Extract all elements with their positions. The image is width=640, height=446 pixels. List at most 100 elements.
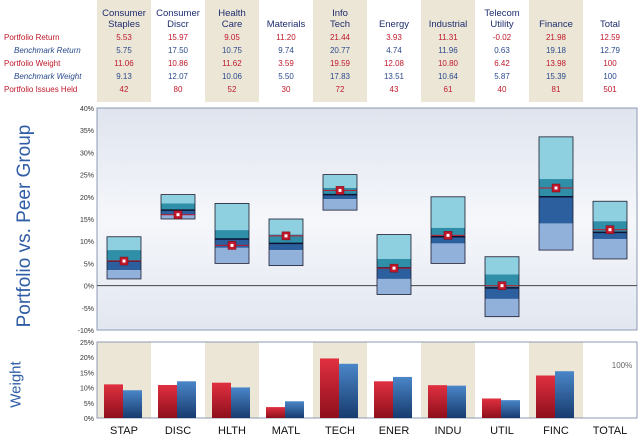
category-label: STAP [110, 425, 138, 437]
table-cell: -0.02 [492, 33, 512, 42]
column-header-line: Info [332, 8, 348, 19]
column-stripe [313, 0, 367, 102]
table-cell: 11.62 [222, 59, 242, 68]
row-label: Portfolio Return [4, 33, 60, 42]
portfolio-weight-bar [158, 384, 177, 418]
table-cell: 61 [443, 85, 453, 94]
box-outline [268, 218, 304, 267]
table-cell: 10.75 [221, 46, 243, 55]
box-top-quartile [485, 256, 519, 275]
table-cell: 12.08 [383, 59, 405, 68]
table-cell: 6.42 [494, 59, 510, 68]
column-header: Finance [529, 2, 583, 30]
box-outline [430, 196, 466, 264]
portfolio-return-marker-dot [122, 259, 126, 263]
weight-y-tick-label: 20% [80, 355, 94, 362]
portfolio-weight-bar [374, 381, 393, 418]
weight-y-tick-label: 0% [84, 416, 94, 423]
portfolio-weight-bar [320, 358, 339, 418]
table-cell: 11.20 [276, 33, 296, 42]
column-header-line: Finance [539, 19, 573, 30]
portfolio-return-marker-dot [554, 186, 558, 190]
portfolio-weight-bar [536, 375, 555, 418]
weight-plot-area [96, 341, 638, 419]
table-cell: 11.06 [114, 59, 134, 68]
box-lower-mid [377, 267, 411, 279]
table-cell: 43 [389, 85, 399, 94]
table-cell: 80 [173, 85, 183, 94]
column-header: Info Tech [313, 2, 367, 30]
table-cell: 10.06 [221, 72, 243, 81]
row-label: Portfolio Issues Held [4, 85, 78, 94]
column-header-line: Health [218, 8, 246, 19]
table-cell: 5.53 [116, 33, 132, 42]
column-header: Total [583, 2, 637, 30]
benchmark-weight-bar [177, 381, 196, 418]
category-label: DISC [165, 425, 191, 437]
box-y-tick-label: 40% [80, 106, 94, 113]
portfolio-return-marker-dot [338, 188, 342, 192]
table-cell: 10.64 [437, 72, 459, 81]
weight-y-tick-label: 15% [80, 370, 94, 377]
portfolio-return-marker-dot [446, 233, 450, 237]
benchmark-weight-bar [555, 371, 574, 418]
box-outline [214, 203, 250, 264]
benchmark-weight-bar [447, 385, 466, 418]
box-top-quartile [539, 136, 573, 180]
table-cell: 5.87 [494, 72, 510, 81]
column-stripe [205, 0, 259, 102]
table-cell: 5.50 [278, 72, 294, 81]
box-y-tick-label: 25% [80, 173, 94, 180]
box-y-tick-label: 20% [80, 195, 94, 202]
column-header-line: Tech [329, 19, 351, 30]
table-cell: 13.98 [545, 59, 567, 68]
summary-table: Consumer Staples Consumer Discr Health Care M… [0, 0, 640, 102]
row-label: Portfolio Weight [4, 59, 61, 68]
table-cell: 10.80 [437, 59, 459, 68]
total-weight-annotation: 100% [612, 361, 632, 370]
table-cell: 20.77 [329, 46, 351, 55]
column-header-line: Industrial [428, 19, 468, 30]
box-y-tick-label: -10% [78, 328, 94, 335]
column-header-line: Discr [167, 19, 189, 30]
box-y-tick-label: 15% [80, 217, 94, 224]
column-header-line: Consumer [156, 8, 200, 19]
box-lower-mid [107, 261, 141, 271]
table-cell: 15.97 [167, 33, 189, 42]
box-bottom-quartile [539, 223, 573, 251]
category-label: ENER [379, 425, 410, 437]
column-header-line: Consumer [102, 8, 146, 19]
portfolio-return-marker-dot [284, 234, 288, 238]
box-top-quartile [593, 201, 627, 222]
box-y-tick-label: 35% [80, 128, 94, 135]
column-header: Energy [367, 2, 421, 30]
portfolio-return-marker-dot [176, 213, 180, 217]
box-top-quartile [107, 236, 141, 251]
benchmark-weight-bar [501, 400, 520, 418]
box-lower-mid [593, 232, 627, 239]
box-bottom-quartile [323, 199, 357, 211]
benchmark-weight-bar [231, 387, 250, 418]
table-cell: 9.74 [278, 46, 294, 55]
category-label: FINC [543, 425, 569, 437]
box-upper-mid [161, 203, 195, 211]
column-header-line: Staples [108, 19, 140, 30]
benchmark-weight-bar [339, 363, 358, 418]
portfolio-weight-bar [428, 385, 447, 418]
box-outline [484, 256, 520, 318]
table-cell: 21.98 [545, 33, 567, 42]
table-cell: 21.44 [329, 33, 351, 42]
box-lower-mid [269, 243, 303, 251]
table-cell: 19.59 [329, 59, 351, 68]
table-cell: 3.93 [386, 33, 402, 42]
category-label: TOTAL [593, 425, 627, 437]
box-outline [538, 136, 574, 251]
box-bottom-quartile [593, 238, 627, 259]
box-outline [376, 234, 412, 295]
column-header: Telecom Utility [475, 2, 529, 30]
table-cell: 501 [603, 85, 617, 94]
benchmark-weight-bar [393, 376, 412, 418]
table-cell: 9.13 [116, 72, 132, 81]
column-header: Consumer Staples [97, 2, 151, 30]
